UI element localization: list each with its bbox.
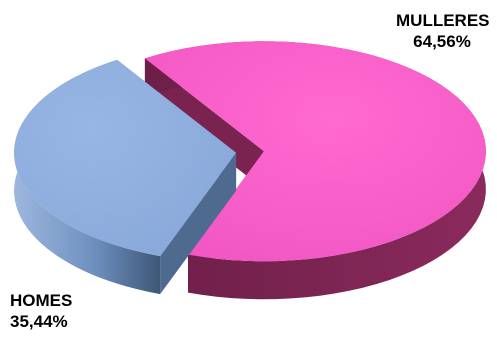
slice-top-mulleres [144,41,486,262]
pie-slice-homes [14,59,237,295]
percent-mulleres: 64,56% [413,32,471,51]
percent-homes: 35,44% [10,312,68,331]
series-name-homes: HOMES [10,291,73,310]
slice-label-mulleres: MULLERES 64,56% [396,10,490,52]
slice-label-homes: HOMES 35,44% [10,290,72,332]
slice-wall-homes-start [160,152,237,295]
series-name-mulleres: MULLERES [396,11,490,30]
slice-top-homes [14,59,237,257]
